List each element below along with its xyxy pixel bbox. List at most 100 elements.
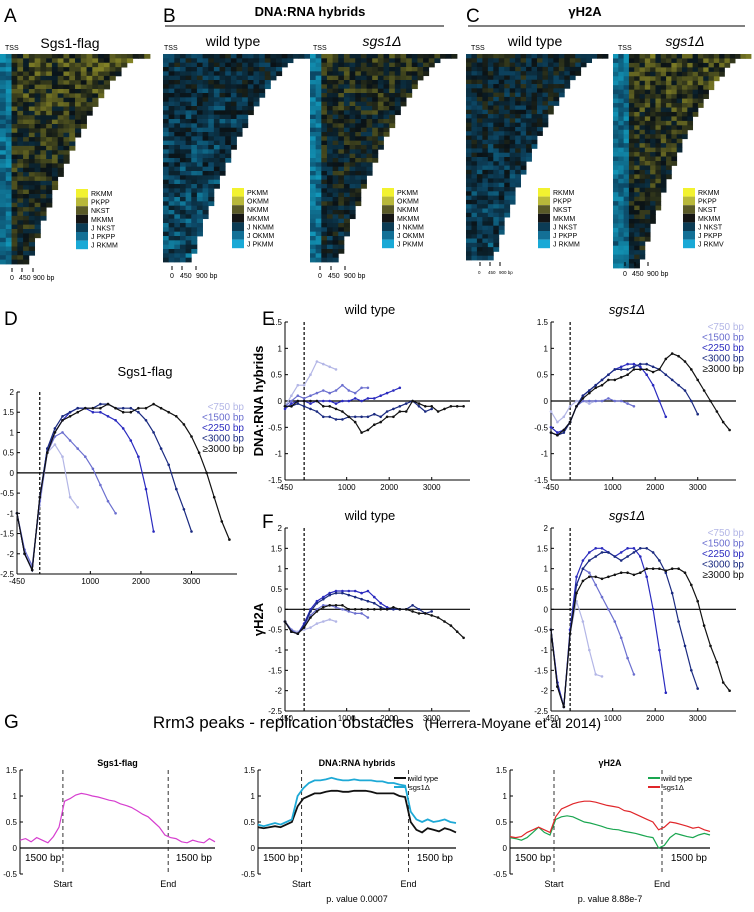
- data-point: [283, 407, 287, 411]
- heatmap-cell: [225, 71, 232, 77]
- heatmap-cell: [174, 140, 181, 146]
- heatmap-cell: [219, 123, 226, 129]
- legend-label: sgs1Δ: [663, 783, 684, 792]
- heatmap-cell: [498, 178, 505, 184]
- data-point: [334, 389, 338, 392]
- heatmap-cell: [174, 71, 181, 77]
- heatmap-cell: [383, 84, 390, 90]
- heatmap-cell: [623, 62, 630, 68]
- heatmap-cell: [69, 137, 76, 142]
- heatmap-cell: [509, 75, 516, 81]
- heatmap-cell: [5, 71, 12, 77]
- data-point: [651, 551, 655, 554]
- heatmap-cell: [493, 58, 500, 63]
- legend-swatch: [683, 222, 695, 231]
- heatmap-cell: [428, 54, 435, 59]
- data-point: [366, 599, 370, 603]
- heatmap-cell: [225, 106, 232, 111]
- heatmap-cell: [163, 197, 170, 202]
- heatmap-cell: [493, 238, 500, 244]
- heatmap-cell: [676, 111, 683, 117]
- heatmap-cell: [28, 233, 36, 239]
- heatmap-cell: [520, 131, 527, 136]
- data-point: [290, 402, 293, 405]
- heatmap-cell: [11, 54, 18, 59]
- data-point: [677, 567, 680, 570]
- heatmap-cell: [174, 240, 181, 246]
- heatmap-cell: [332, 93, 339, 98]
- heatmap-cell: [225, 114, 232, 120]
- data-point: [581, 394, 585, 398]
- heatmap-cell: [46, 110, 53, 116]
- heatmap-cell: [338, 236, 345, 241]
- heatmap-cell: [400, 75, 407, 81]
- data-point: [424, 612, 427, 615]
- heatmap-cell: [11, 163, 18, 169]
- y-tick-label: 1.5: [6, 766, 18, 775]
- data-point: [290, 394, 293, 398]
- heatmap-cell: [735, 54, 741, 59]
- heatmap-cell: [618, 116, 625, 122]
- heatmap-cell: [366, 110, 373, 116]
- heatmap-cell: [493, 182, 500, 188]
- heatmap-cell: [471, 212, 478, 218]
- x-tick-label: 2000: [132, 577, 150, 586]
- heatmap-cell: [400, 54, 407, 59]
- data-point: [302, 399, 306, 403]
- heatmap-cell: [28, 97, 36, 103]
- heatmap-cell: [504, 122, 511, 128]
- heatmap-cell: [332, 231, 339, 237]
- heatmap-cell: [80, 62, 87, 68]
- data-point: [549, 410, 553, 413]
- heatmap-cell: [515, 139, 522, 145]
- heatmap-cell: [504, 131, 511, 136]
- x-tick-label: 2000: [646, 483, 664, 492]
- heatmap-cell: [196, 210, 203, 215]
- heatmap-cell: [355, 58, 362, 64]
- heatmap-cell: [411, 80, 418, 85]
- heatmap-cell: [163, 210, 170, 215]
- data-point: [385, 608, 389, 611]
- data-point: [549, 431, 553, 434]
- heatmap-cell: [196, 140, 203, 146]
- heatmap-cell: [471, 234, 478, 239]
- heatmap-cell: [242, 123, 249, 129]
- data-point: [594, 673, 597, 676]
- heatmap-cell: [34, 119, 41, 125]
- heatmap-cell: [487, 204, 494, 209]
- data-point: [600, 547, 604, 550]
- heatmap-cell: [618, 205, 625, 211]
- heatmap-cell: [676, 103, 683, 108]
- heatmap-cell: [28, 102, 36, 107]
- heatmap-cell: [17, 202, 24, 208]
- heatmap-cell: [493, 217, 500, 222]
- heatmap-cell: [729, 58, 736, 64]
- y-tick-label: 0.5: [6, 818, 18, 827]
- heatmap-cell: [230, 127, 237, 133]
- heatmap-cell: [174, 84, 181, 90]
- heatmap-cell: [332, 257, 339, 263]
- heatmap-cell: [51, 145, 59, 151]
- heatmap-cell: [213, 97, 220, 103]
- heatmap-cell: [509, 182, 516, 188]
- heatmap-cell: [168, 175, 175, 181]
- heatmap-cell: [208, 54, 215, 59]
- heatmap-cell: [389, 71, 396, 77]
- heatmap-cell: [377, 67, 384, 72]
- heatmap-cell: [17, 259, 24, 265]
- heatmap-cell: [92, 102, 99, 107]
- heatmap-cell: [174, 101, 181, 107]
- heatmap-cell: [174, 210, 181, 215]
- heatmap-cell: [377, 136, 384, 142]
- data-point: [322, 597, 325, 601]
- heatmap-cell: [618, 120, 625, 126]
- heatmap-cell: [343, 223, 350, 228]
- heatmap-cell: [687, 76, 694, 82]
- heatmap-cell: [179, 127, 187, 133]
- size-legend-label: ≥3000 bp: [702, 570, 744, 581]
- heatmap-cell: [531, 75, 538, 81]
- heatmap-cell: [28, 202, 36, 208]
- heatmap-cell: [613, 241, 619, 247]
- heatmap-cell: [202, 93, 209, 98]
- heatmap-cell: [0, 89, 7, 94]
